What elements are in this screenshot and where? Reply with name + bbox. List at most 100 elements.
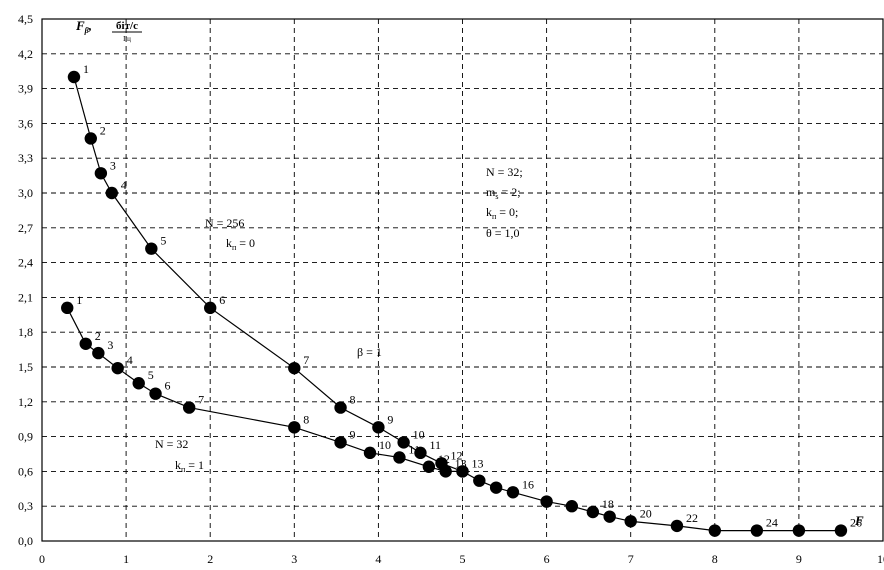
data-point: [506, 486, 520, 499]
point-label: 9: [387, 412, 393, 426]
data-point: [334, 401, 347, 414]
x-tick-label: 8: [712, 552, 718, 566]
data-point: [473, 474, 486, 487]
y-tick-label: 1,5: [18, 360, 33, 374]
data-point: [565, 500, 579, 513]
data-point: [422, 460, 436, 473]
data-point: [414, 446, 427, 460]
annotation-upper-line1: N = 256: [205, 216, 244, 230]
annotation-params-line4: θ = 1,0: [486, 226, 520, 240]
point-label: 13: [472, 456, 484, 470]
y-tick-label: 4,2: [18, 47, 33, 61]
point-label: 4: [121, 178, 127, 192]
svg-text:Fβ,: Fβ,: [75, 18, 92, 35]
y-tick-label: 0,3: [18, 499, 33, 513]
annotation-lower-line2: kп = 1: [175, 458, 204, 474]
data-point: [145, 242, 158, 255]
data-point: [105, 186, 119, 200]
point-label: 5: [160, 234, 166, 248]
data-point: [792, 524, 806, 537]
point-label: 11: [408, 442, 420, 456]
series-line: [73, 76, 841, 532]
data-point: [750, 524, 764, 537]
point-label: 26: [850, 516, 862, 530]
annotation-params-line3: kп = 0;: [486, 205, 518, 221]
point-label: 2: [100, 123, 106, 137]
point-label: 16: [522, 477, 534, 491]
data-point: [397, 436, 410, 449]
y-tick-labels: 0,0 0,3 0,6 0,9 1,2 1,5 1,8 2,1 2,4 2,7 3,0 3,3 3,6 3…: [18, 12, 33, 548]
y-tick-label: 3,0: [18, 186, 33, 200]
point-label: 6: [219, 293, 225, 307]
point-label: 9: [350, 427, 356, 441]
point-label: 5: [148, 368, 154, 382]
point-label: 10: [379, 438, 391, 452]
y-tick-label: 4,5: [18, 12, 33, 26]
x-tick-label: 9: [796, 552, 802, 566]
data-point: [67, 70, 81, 84]
y-tick-label: 3,9: [18, 82, 33, 96]
point-label: 18: [602, 497, 614, 511]
x-axis-label: F: [854, 513, 864, 528]
data-point: [61, 301, 74, 315]
point-label: 6: [165, 379, 171, 393]
point-label: 3: [110, 158, 116, 172]
point-label: 12: [450, 448, 462, 462]
plot-frame: [41, 18, 884, 542]
point-label: 4: [127, 353, 133, 367]
point-label: 7: [303, 353, 309, 367]
y-axis-unit-denominator: Гц: [123, 35, 131, 43]
point-label: 1: [76, 293, 82, 307]
annotation-params: N = 32; ms = 2; kп = 0; θ = 1,0: [486, 165, 523, 240]
y-axis-unit-numerator: біт/с: [116, 20, 138, 32]
x-tick-label: 10: [877, 552, 884, 566]
data-point: [204, 301, 217, 315]
data-point: [94, 167, 108, 180]
y-tick-label: 0,0: [18, 534, 33, 548]
annotation-lower-curve: N = 32 kп = 1: [155, 437, 204, 474]
y-tick-label: 0,6: [18, 464, 33, 478]
x-tick-label: 4: [375, 552, 381, 566]
data-point: [603, 510, 616, 523]
point-label: 24: [766, 516, 778, 530]
annotation-params-line2: ms = 2;: [486, 185, 521, 201]
data-point: [393, 451, 406, 464]
point-label: 1: [83, 62, 89, 76]
y-axis-label: Fβ, біт/с Гц: [75, 18, 142, 43]
annotation-lower-line1: N = 32: [155, 437, 188, 451]
data-point: [439, 465, 452, 478]
data-point: [834, 524, 848, 537]
x-tick-label: 3: [291, 552, 297, 566]
data-point: [84, 132, 97, 145]
data-point: [79, 337, 92, 350]
y-axis-symbol: F: [75, 18, 85, 33]
y-tick-label: 1,8: [18, 325, 33, 339]
annotation-params-line1: N = 32;: [486, 165, 523, 179]
x-tick-label: 5: [460, 552, 466, 566]
point-label: 8: [303, 412, 309, 426]
x-tick-label: 1: [123, 552, 129, 566]
x-tick-labels: 0 1 2 3 4 5 6 7 8 9 10: [39, 552, 884, 566]
point-label: 7: [198, 393, 204, 407]
data-point: [111, 361, 124, 375]
y-tick-label: 0,9: [18, 430, 33, 444]
y-tick-label: 2,7: [18, 221, 33, 235]
data-point: [540, 495, 553, 508]
x-tick-label: 7: [628, 552, 634, 566]
point-label: 3: [107, 338, 113, 352]
point-label: 8: [350, 393, 356, 407]
y-tick-label: 2,4: [18, 256, 33, 270]
y-tick-label: 3,3: [18, 151, 33, 165]
annotation-beta: β = 1: [357, 345, 382, 359]
data-point: [489, 481, 503, 494]
y-axis-subscript: β: [84, 26, 90, 35]
y-tick-label: 3,6: [18, 116, 33, 130]
y-tick-label: 2,1: [18, 290, 33, 304]
data-point: [288, 421, 301, 434]
data-point: [334, 436, 347, 449]
annotation-upper-curve: N = 256 kп = 0: [205, 216, 255, 252]
point-label: 11: [429, 438, 441, 452]
